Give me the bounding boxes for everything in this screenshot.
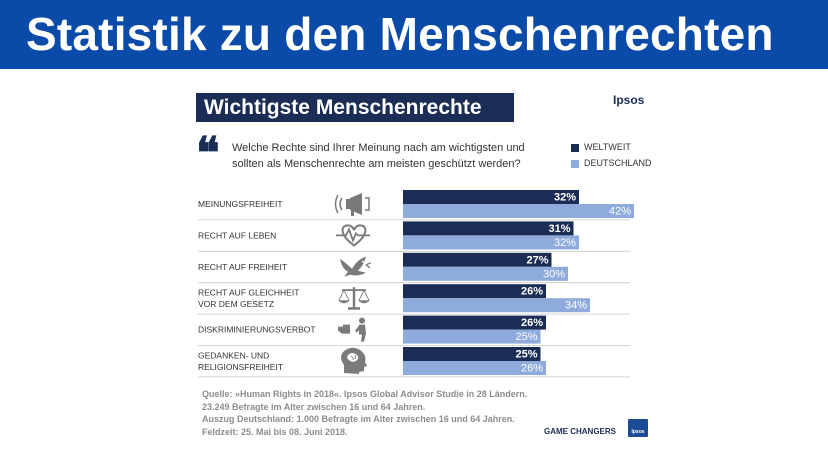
- page-title: Statistik zu den Menschenrechten: [26, 8, 774, 60]
- head-brain-icon: [341, 347, 367, 374]
- legend-item-deutschland: DEUTSCHLAND: [571, 157, 652, 169]
- source-line: Auszug Deutschland: 1.000 Befragte im Al…: [202, 414, 515, 424]
- bar-deutschland-meinungsfreiheit: [403, 204, 634, 218]
- brand-name: Ipsos: [613, 93, 645, 107]
- bar-weltweit-recht-auf-freiheit: [403, 252, 552, 267]
- data-label-deutschland: 34%: [565, 300, 587, 312]
- heartbeat-icon: [336, 224, 370, 247]
- category-label-recht-auf-gleichheit: VOR DEM GESETZ: [198, 299, 274, 309]
- dove-icon: [340, 256, 372, 277]
- footer-tag: GAME CHANGERS: [544, 427, 617, 436]
- scales-icon: [338, 287, 370, 310]
- source-note: Quelle: »Human Rights in 2018«. Ipsos Gl…: [202, 388, 527, 438]
- survey-question: Welche Rechte sind Ihrer Meinung nach am…: [232, 142, 525, 170]
- category-label-gedanken-und: RELIGIONSFREIHEIT: [198, 362, 283, 372]
- data-label-deutschland: 32%: [554, 237, 576, 249]
- chart-subtitle: Wichtigste Menschenrechte: [204, 96, 482, 119]
- bar-deutschland-recht-auf-freiheit: [403, 266, 568, 281]
- bar-deutschland-diskriminierungsverbot: [403, 329, 541, 344]
- data-label-weltweit: 26%: [521, 286, 543, 298]
- data-label-weltweit: 32%: [554, 192, 576, 204]
- legend-item-weltweit: WELTWEIT: [571, 141, 631, 153]
- stop-hand-icon: [338, 317, 366, 342]
- data-label-weltweit: 27%: [526, 254, 548, 266]
- bar-weltweit-meinungsfreiheit: [403, 190, 579, 204]
- data-label-weltweit: 31%: [548, 223, 570, 235]
- data-label-deutschland: 30%: [543, 268, 565, 280]
- legend-swatch-deutschland: [571, 159, 579, 168]
- bar-deutschland-recht-auf-gleichheit: [403, 298, 590, 313]
- bar-deutschland-gedanken-und: [403, 361, 546, 375]
- source-line: Quelle: »Human Rights in 2018«. Ipsos Gl…: [202, 389, 528, 399]
- category-label-recht-auf-freiheit: RECHT AUF FREIHEIT: [198, 262, 287, 272]
- data-label-deutschland: 25%: [515, 331, 537, 343]
- bar-weltweit-diskriminierungsverbot: [403, 315, 546, 330]
- category-label-diskriminierungsverbot: DISKRIMINIERUNGSVERBOT: [198, 325, 316, 335]
- legend-label-weltweit: WELTWEIT: [584, 142, 631, 152]
- ipsos-logo: Ipsos: [628, 419, 648, 437]
- bar-weltweit-recht-auf-leben: [403, 221, 574, 236]
- data-label-deutschland: 26%: [521, 363, 543, 375]
- category-label-recht-auf-leben: RECHT AUF LEBEN: [198, 230, 276, 240]
- subtitle-box: Wichtigste Menschenrechte: [196, 93, 514, 122]
- title-banner: Statistik zu den Menschenrechten: [0, 0, 828, 69]
- megaphone-icon: [334, 193, 370, 216]
- category-label-gedanken-und: GEDANKEN- UND: [198, 350, 269, 360]
- bar-weltweit-gedanken-und: [403, 347, 541, 361]
- data-label-deutschland: 42%: [609, 206, 631, 218]
- data-label-weltweit: 25%: [515, 349, 537, 361]
- source-line: 23.249 Befragte im Alter zwischen 16 und…: [202, 401, 426, 412]
- bar-deutschland-recht-auf-leben: [403, 235, 579, 250]
- bar-weltweit-recht-auf-gleichheit: [403, 284, 546, 299]
- category-label-meinungsfreiheit: MEINUNGSFREIHEIT: [198, 199, 283, 209]
- data-label-weltweit: 26%: [521, 317, 543, 329]
- legend-swatch-weltweit: [571, 143, 579, 152]
- quote-icon: ❝: [196, 129, 220, 178]
- source-line: Feldzeit: 25. Mai bis 08. Juni 2018.: [202, 426, 348, 437]
- legend-label-deutschland: DEUTSCHLAND: [584, 158, 652, 168]
- category-label-recht-auf-gleichheit: RECHT AUF GLEICHHEIT: [198, 287, 299, 297]
